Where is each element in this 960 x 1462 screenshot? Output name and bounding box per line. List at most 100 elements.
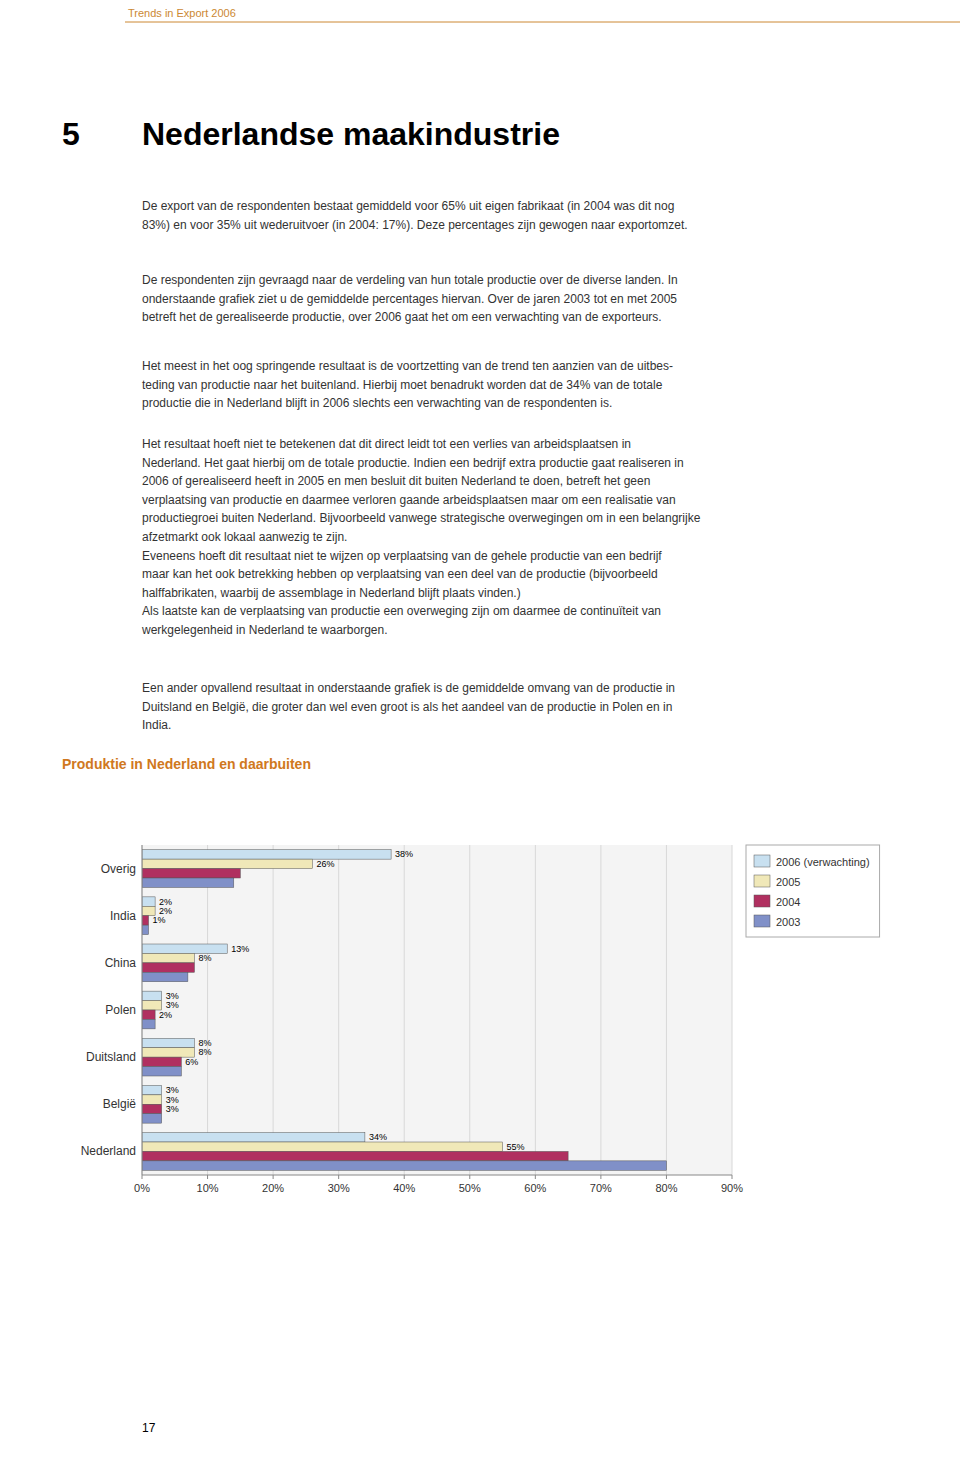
legend-swatch [754, 875, 770, 887]
data-label: 8% [198, 953, 211, 963]
x-tick-label: 0% [134, 1182, 150, 1194]
grid-line [732, 845, 733, 1175]
x-tick [404, 1175, 405, 1179]
grid-line [273, 845, 274, 1175]
y-tick-label: Duitsland [86, 1050, 136, 1064]
bar [142, 1019, 155, 1028]
bars [142, 850, 666, 1171]
body-text: De respondenten zijn gevraagd naar de ve… [142, 273, 678, 324]
x-tick-label: 50% [459, 1182, 481, 1194]
x-tick [600, 1175, 601, 1179]
legend-swatch [754, 915, 770, 927]
body-text: De export van de respondenten bestaat ge… [142, 199, 688, 232]
legend-frame [746, 845, 880, 937]
bar [142, 897, 155, 906]
body-text: Een ander opvallend resultaat in onderst… [142, 681, 675, 732]
bar [142, 1114, 162, 1123]
bar [142, 1104, 162, 1113]
bar [142, 916, 149, 925]
bar [142, 1001, 162, 1010]
x-tick-label: 30% [328, 1182, 350, 1194]
bar [142, 1057, 181, 1066]
bar [142, 1048, 194, 1057]
y-axis [142, 845, 143, 1175]
grid-line [404, 845, 405, 1175]
bar [142, 972, 188, 981]
bar [142, 1161, 666, 1170]
grid-line [338, 845, 339, 1175]
y-tick-label: Polen [105, 1003, 136, 1017]
data-labels: 38%26%2%2%1%13%8%3%3%2%8%8%6%3%3%3%34%55… [153, 849, 525, 1151]
x-tick [338, 1175, 339, 1179]
x-tick [535, 1175, 536, 1179]
x-tick [469, 1175, 470, 1179]
grid-line [469, 845, 470, 1175]
bar [142, 953, 194, 962]
grid-line [535, 845, 536, 1175]
bar [142, 991, 162, 1000]
data-label: 3% [166, 1104, 179, 1114]
data-label: 8% [198, 1047, 211, 1057]
bar [142, 1095, 162, 1104]
x-tick-label: 80% [655, 1182, 677, 1194]
header-rule [125, 22, 960, 23]
bar [142, 859, 312, 868]
bar [142, 963, 194, 972]
bar [142, 1085, 162, 1094]
x-tick-label: 40% [393, 1182, 415, 1194]
y-tick-label: China [105, 956, 137, 970]
x-tick-label: 90% [721, 1182, 743, 1194]
data-label: 6% [185, 1057, 198, 1067]
x-tick [142, 1175, 143, 1179]
data-label: 1% [153, 915, 166, 925]
grid-line [207, 845, 208, 1175]
x-tick [666, 1175, 667, 1179]
section-number: 5 [62, 116, 80, 152]
bar [142, 1142, 503, 1151]
x-tick [732, 1175, 733, 1179]
x-tick [273, 1175, 274, 1179]
data-label: 38% [395, 849, 413, 859]
data-label: 13% [231, 944, 249, 954]
x-axis [142, 1175, 732, 1176]
legend-label: 2004 [776, 896, 800, 908]
legend-swatch [754, 855, 770, 867]
grid-line [666, 845, 667, 1175]
grid-line [600, 845, 601, 1175]
chart-title: Produktie in Nederland en daarbuiten [62, 756, 311, 772]
x-tick-label: 60% [524, 1182, 546, 1194]
chart: 0%10%20%30%40%50%60%70%80%90%38%26%2%2%1… [81, 845, 880, 1194]
legend-label: 2005 [776, 876, 800, 888]
x-tick-label: 70% [590, 1182, 612, 1194]
page-number: 17 [142, 1421, 156, 1435]
bar [142, 878, 234, 887]
legend-label: 2003 [776, 916, 800, 928]
x-tick [207, 1175, 208, 1179]
section-title: Nederlandse maakindustrie [142, 116, 560, 152]
bar [142, 869, 240, 878]
body-text: Het resultaat hoeft niet te betekenen da… [141, 437, 701, 637]
bar [142, 1010, 155, 1019]
data-label: 26% [316, 859, 334, 869]
bar [142, 906, 155, 915]
y-tick-label: België [103, 1097, 137, 1111]
y-tick-label: Nederland [81, 1144, 136, 1158]
data-label: 55% [507, 1142, 525, 1152]
x-tick-label: 20% [262, 1182, 284, 1194]
y-tick-label: Overig [101, 862, 136, 876]
legend-swatch [754, 895, 770, 907]
data-label: 34% [369, 1132, 387, 1142]
y-tick-label: India [110, 909, 136, 923]
page-header: Trends in Export 2006 [128, 7, 236, 19]
plot-background [142, 845, 732, 1175]
x-tick-label: 10% [197, 1182, 219, 1194]
bar [142, 1067, 181, 1076]
data-label: 2% [159, 1010, 172, 1020]
bar [142, 944, 227, 953]
body-text: Het meest in het oog springende resultaa… [142, 359, 673, 410]
bar [142, 850, 391, 859]
bar [142, 1038, 194, 1047]
bar [142, 925, 149, 934]
legend-label: 2006 (verwachting) [776, 856, 870, 868]
bar [142, 1151, 568, 1160]
